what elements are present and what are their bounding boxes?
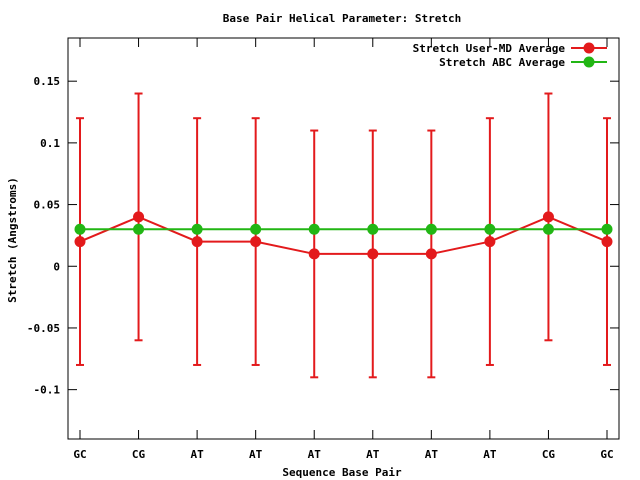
x-tick-label: GC [73, 448, 86, 461]
x-tick-label: AT [425, 448, 439, 461]
x-tick-label: AT [308, 448, 322, 461]
y-tick-label: 0.15 [34, 75, 61, 88]
data-point [74, 223, 86, 235]
chart-title: Base Pair Helical Parameter: Stretch [223, 12, 461, 25]
data-point [308, 248, 320, 260]
x-tick-label: GC [600, 448, 613, 461]
data-point [191, 223, 203, 235]
data-point [484, 236, 496, 248]
data-point [133, 223, 145, 235]
y-tick-label: 0 [53, 260, 60, 273]
data-point [308, 223, 320, 235]
y-tick-label: 0.05 [34, 199, 61, 212]
data-point [542, 211, 554, 223]
data-point [367, 223, 379, 235]
x-tick-label: AT [483, 448, 497, 461]
series-group [74, 92, 613, 379]
data-point [601, 223, 613, 235]
x-tick-label: CG [542, 448, 556, 461]
series-line [79, 215, 608, 255]
x-axis: GC CG AT AT AT AT AT AT CG GC [73, 38, 614, 461]
data-point [250, 236, 262, 248]
data-point [425, 223, 437, 235]
plot-area [67, 37, 620, 440]
data-point [542, 223, 554, 235]
legend-label: Stretch ABC Average [439, 56, 565, 69]
y-tick-label: -0.05 [27, 322, 60, 335]
x-tick-label: AT [249, 448, 263, 461]
series-1 [74, 92, 613, 379]
x-tick-label: CG [132, 448, 146, 461]
data-point [250, 223, 262, 235]
data-point [367, 248, 379, 260]
legend-label: Stretch User-MD Average [413, 42, 566, 55]
data-point [484, 223, 496, 235]
legend-marker [583, 42, 595, 54]
data-point [74, 236, 86, 248]
series-2 [74, 223, 613, 235]
legend-marker [583, 56, 595, 68]
y-tick-label: 0.1 [40, 137, 60, 150]
data-point [601, 236, 613, 248]
x-tick-label: AT [366, 448, 380, 461]
x-tick-label: AT [190, 448, 204, 461]
y-axis: 0.15 0.1 0.05 0 -0.05 -0.1 [27, 75, 619, 397]
y-tick-label: -0.1 [34, 384, 61, 397]
x-axis-label: Sequence Base Pair [282, 466, 402, 479]
y-axis-label: Stretch (Angstroms) [6, 177, 19, 303]
data-point [425, 248, 437, 260]
data-point [191, 236, 203, 248]
data-point [133, 211, 145, 223]
